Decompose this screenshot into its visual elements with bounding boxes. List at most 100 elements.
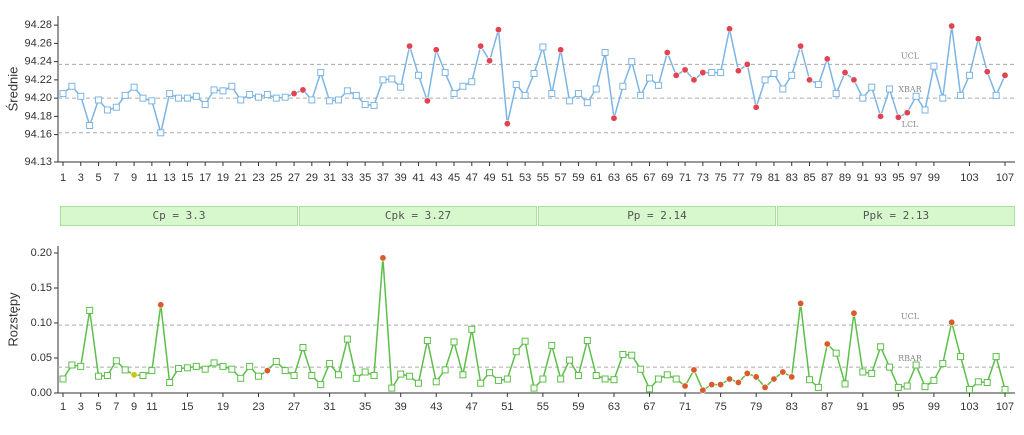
x-tick-label: 11 [146, 172, 157, 184]
highlight-point [157, 301, 165, 309]
x-tick-label: 55 [537, 401, 549, 413]
point [992, 353, 1000, 361]
point [717, 69, 725, 77]
highlight-point [894, 113, 902, 121]
highlight-point [948, 318, 956, 326]
highlight-point [726, 25, 734, 33]
y-tick-label: 0.15 [31, 282, 52, 294]
point [183, 364, 191, 372]
point [486, 369, 494, 377]
highlight-point [699, 69, 707, 77]
x-tick-label: 21 [235, 172, 247, 184]
point [841, 380, 849, 388]
x-tick-label: 95 [892, 172, 904, 184]
point [512, 348, 520, 356]
point [432, 378, 440, 386]
point [965, 386, 973, 393]
highlight-point [672, 71, 680, 79]
x-tick-label: 47 [466, 172, 478, 184]
x-tick-label: 95 [892, 401, 904, 413]
point [192, 362, 200, 370]
x-tick-label: 79 [750, 401, 762, 413]
point [192, 92, 200, 100]
x-tick-label: 67 [643, 401, 655, 413]
point [414, 71, 422, 79]
highlight-point [717, 381, 725, 389]
point [308, 96, 316, 104]
point [459, 82, 467, 90]
y-tick-label: 94.24 [24, 56, 52, 68]
point [450, 90, 458, 98]
point [121, 366, 129, 374]
point [574, 372, 582, 379]
y-tick-label: 94.16 [24, 129, 52, 141]
x-tick-label: 63 [608, 401, 620, 413]
point [868, 369, 876, 377]
highlight-point [752, 103, 760, 111]
highlight-point [1001, 71, 1009, 79]
x-tick-label: 59 [572, 172, 584, 184]
x-tick-label: 65 [626, 172, 638, 184]
point [450, 338, 458, 346]
x-tick-label: 39 [395, 401, 407, 413]
point [788, 71, 796, 79]
x-tick-label: 35 [359, 172, 371, 184]
highlight-point [948, 22, 956, 30]
point [708, 69, 716, 77]
highlight-point [903, 109, 911, 117]
point [343, 335, 351, 343]
highlight-point [797, 42, 805, 50]
point [539, 43, 547, 51]
point [334, 96, 342, 104]
x-tick-label: 67 [643, 172, 655, 184]
x-tick-label: 77 [732, 172, 744, 184]
cp-box: Cp = 3.3 [60, 206, 298, 226]
point [272, 358, 280, 365]
y-tick-label: 94.28 [24, 19, 52, 31]
y-tick-label: 0.10 [31, 317, 52, 329]
highlight-point [797, 299, 805, 307]
point [175, 365, 183, 372]
x-tick-label: 91 [857, 401, 869, 413]
highlight-point [761, 383, 769, 391]
point [601, 375, 609, 383]
highlight-point [734, 67, 742, 75]
point [290, 372, 298, 379]
point [166, 379, 174, 386]
x-tick-label: 5 [95, 401, 101, 413]
point [965, 71, 973, 79]
point [992, 91, 1000, 99]
highlight-point [805, 76, 813, 84]
highlight-point [681, 66, 689, 74]
point [103, 106, 111, 114]
point [637, 365, 645, 373]
x-tick-label: 19 [217, 401, 229, 413]
point [574, 90, 582, 98]
highlight-point [290, 90, 298, 98]
x-tick-label: 41 [412, 172, 424, 184]
point [175, 94, 183, 102]
point [672, 375, 680, 383]
x-tick-label: 75 [714, 172, 726, 184]
x-tick-label: 15 [181, 401, 193, 413]
point [477, 379, 485, 387]
point [530, 69, 538, 77]
point [637, 91, 645, 99]
point [832, 349, 840, 357]
point [939, 360, 947, 368]
line [62, 25, 1006, 134]
highlight-point [494, 26, 502, 34]
x-tick-label: 79 [750, 172, 762, 184]
highlight-point [877, 112, 885, 120]
point [566, 356, 574, 364]
point [281, 367, 289, 375]
x-tick-label: 49 [483, 172, 495, 184]
point [317, 381, 325, 389]
x-tick-label: 63 [608, 172, 620, 184]
x-tick-label: 23 [252, 401, 264, 413]
x-tick-label: 103 [960, 172, 978, 184]
x-tick-label: 93 [874, 172, 886, 184]
x-tick-label: 15 [181, 172, 193, 184]
point [859, 94, 867, 102]
highlight-point [841, 69, 849, 77]
